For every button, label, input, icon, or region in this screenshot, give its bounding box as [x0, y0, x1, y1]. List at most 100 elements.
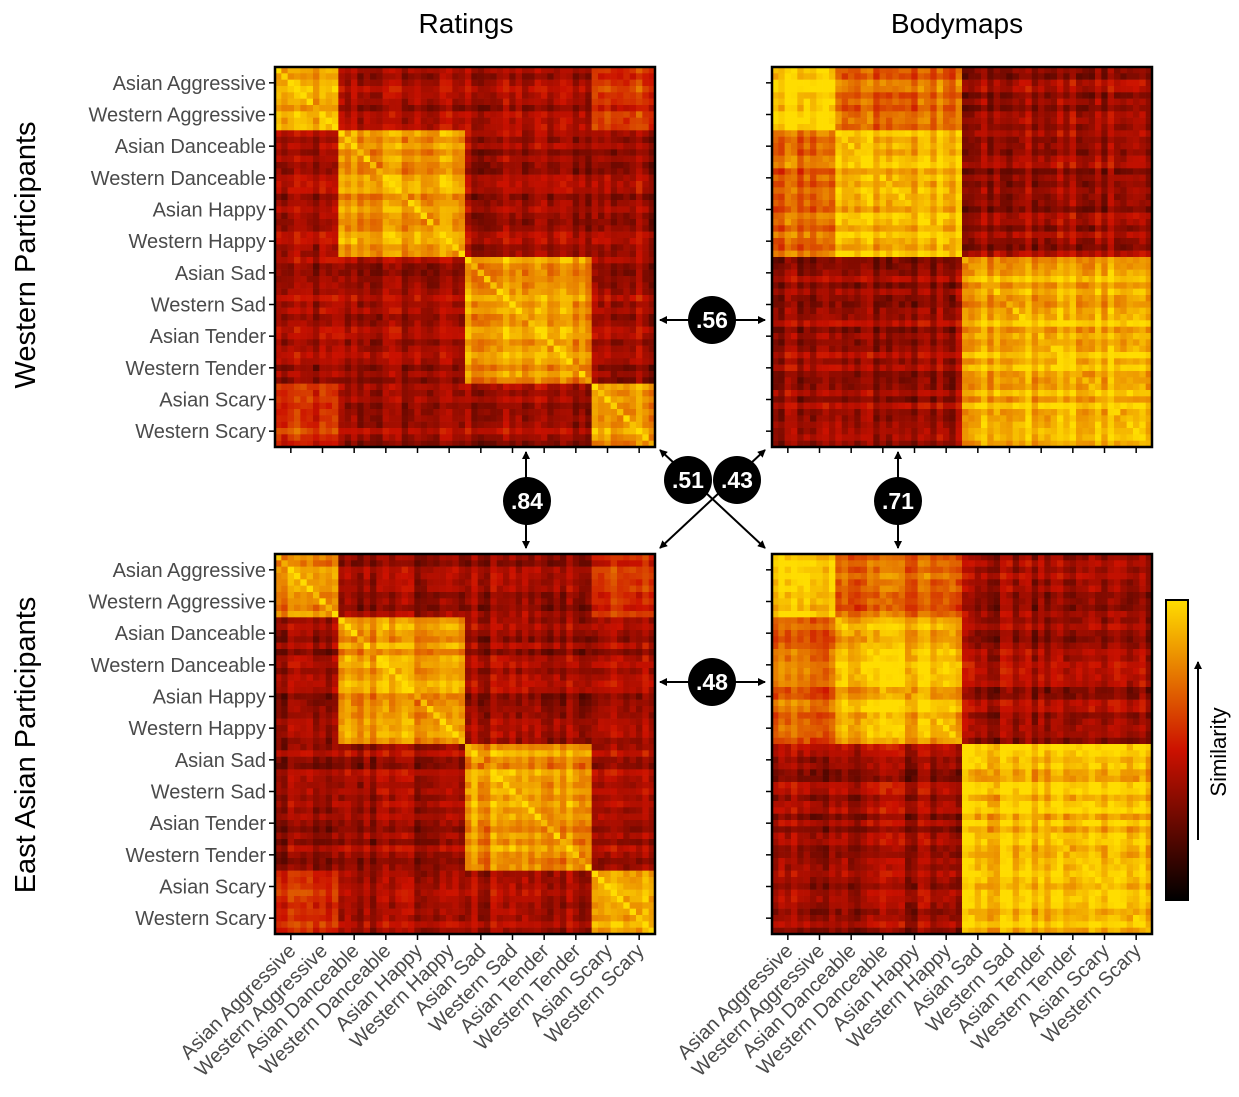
heatmap-cell [370, 421, 377, 429]
heatmap-cell [515, 244, 523, 251]
heatmap-cell [629, 282, 637, 289]
heatmap-cell [319, 206, 326, 213]
heatmap-cell [515, 263, 523, 270]
heatmap-cell [452, 301, 459, 308]
heatmap-cell [376, 92, 383, 99]
heatmap-cell [439, 440, 447, 448]
heatmap-cell [585, 155, 592, 163]
heatmap-cell [515, 396, 523, 403]
heatmap-cell [598, 295, 605, 302]
heatmap-cell [351, 371, 358, 378]
heatmap-cell [351, 282, 358, 289]
heatmap-cell [905, 98, 912, 106]
heatmap-cell [452, 206, 459, 213]
heatmap-cell [553, 377, 561, 384]
heatmap-cell [642, 345, 649, 353]
heatmap-cell [598, 92, 605, 99]
heatmap-cell [528, 345, 535, 353]
heatmap-cell [598, 181, 605, 188]
heatmap-cell [427, 428, 434, 435]
heatmap-cell [446, 181, 453, 188]
heatmap-cell [395, 358, 402, 365]
heatmap-cell [484, 143, 491, 150]
heatmap-cell [841, 73, 849, 80]
heatmap-cell [610, 434, 618, 441]
heatmap-cell [490, 143, 497, 150]
heatmap-cell [534, 263, 542, 270]
heatmap-cell [936, 193, 944, 201]
heatmap-cell [1000, 130, 1007, 137]
heatmap-cell [382, 143, 390, 150]
heatmap-cell [1095, 117, 1102, 125]
heatmap-cell [604, 225, 611, 232]
heatmap-cell [287, 149, 295, 156]
heatmap-cell [427, 231, 434, 239]
heatmap-cell [338, 415, 345, 422]
heatmap-cell [325, 168, 333, 175]
heatmap-cell [439, 162, 447, 169]
heatmap-cell [427, 130, 434, 137]
heatmap-cell [617, 73, 624, 80]
heatmap-cell [319, 149, 326, 156]
heatmap-cell [778, 130, 785, 137]
heatmap-cell [791, 181, 798, 188]
heatmap-cell [408, 421, 415, 429]
heatmap-cell [275, 383, 282, 391]
heatmap-cell [541, 250, 548, 258]
heatmap-cell [313, 339, 320, 346]
heatmap-cell [1012, 187, 1020, 194]
heatmap-cell [446, 345, 453, 353]
heatmap-cell [604, 371, 611, 378]
heatmap-cell [534, 345, 542, 353]
heatmap-cell [585, 238, 592, 245]
heatmap-cell [822, 111, 830, 118]
heatmap-cell [917, 117, 925, 125]
heatmap-cell [1139, 111, 1146, 118]
heatmap-cell [604, 409, 611, 416]
heatmap-cell [446, 339, 453, 346]
heatmap-cell [427, 162, 434, 169]
heatmap-cell [351, 187, 358, 194]
heatmap-cell [572, 396, 580, 403]
heatmap-cell [993, 200, 1001, 207]
heatmap-cell [1133, 181, 1140, 188]
heatmap-cell [382, 79, 390, 87]
heatmap-cell [332, 143, 339, 150]
heatmap-cell [604, 301, 611, 308]
heatmap-cell [1057, 117, 1064, 125]
heatmap-cell [395, 339, 402, 346]
heatmap-cell [886, 162, 893, 169]
heatmap-cell [816, 149, 823, 156]
heatmap-cell [987, 200, 994, 207]
heatmap-cell [566, 402, 573, 410]
heatmap-cell [572, 219, 580, 226]
heatmap-cell [791, 79, 798, 87]
heatmap-cell [585, 149, 592, 156]
heatmap-cell [534, 200, 542, 207]
heatmap-cell [943, 92, 950, 99]
heatmap-cell [1057, 187, 1064, 194]
heatmap-cell [439, 174, 447, 182]
heatmap-cell [949, 124, 956, 131]
heatmap-cell [1082, 162, 1089, 169]
heatmap-cell [848, 111, 855, 118]
row-title-east-asian: East Asian Participants [10, 597, 42, 894]
heatmap-cell [382, 86, 390, 93]
heatmap-cell [1044, 86, 1051, 93]
heatmap-cell [281, 288, 288, 296]
heatmap-cell [477, 111, 485, 118]
heatmap-cell [458, 206, 466, 213]
heatmap-cell [791, 73, 798, 80]
heatmap-cell [344, 187, 352, 194]
heatmap-cell [547, 193, 554, 201]
heatmap-cell [898, 149, 906, 156]
heatmap-cell [617, 219, 624, 226]
heatmap-cell [528, 339, 535, 346]
heatmap-cell [816, 200, 823, 207]
heatmap-cell [382, 333, 390, 340]
heatmap-cell [496, 143, 504, 150]
heatmap-cell [370, 73, 377, 80]
heatmap-cell [598, 282, 605, 289]
heatmap-cell [642, 288, 649, 296]
heatmap-cell [420, 301, 428, 308]
